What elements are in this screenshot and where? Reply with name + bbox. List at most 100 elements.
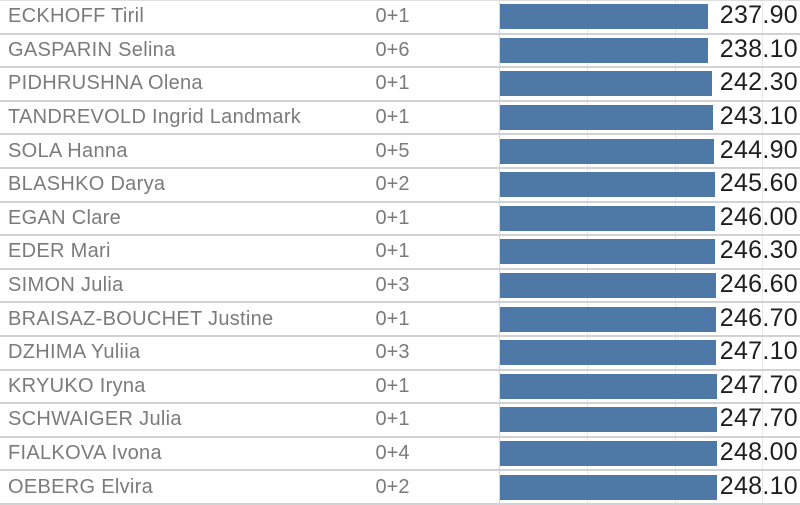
time-bar[interactable] — [500, 105, 713, 131]
time-value-label: 248.10 — [719, 471, 798, 500]
shooting-score: 0+1 — [375, 374, 410, 397]
table-row-2: GASPARIN Selina 0+6 238.10 — [0, 35, 800, 69]
table-row-4: TANDREVOLD Ingrid Landmark 0+1 243.10 — [0, 102, 800, 136]
time-value-label: 247.70 — [719, 370, 798, 399]
athlete-name: FIALKOVA Ivona — [8, 442, 162, 465]
shooting-score: 0+2 — [375, 475, 410, 498]
shooting-score: 0+1 — [375, 408, 410, 431]
bar-cell: 242.30 — [500, 68, 800, 100]
time-value-label: 247.70 — [719, 404, 798, 433]
bar-cell: 246.70 — [500, 303, 800, 335]
athlete-name: SIMON Julia — [8, 274, 124, 297]
table-row-10: BRAISAZ-BOUCHET Justine 0+1 246.70 — [0, 303, 800, 337]
top-row-separator — [0, 0, 800, 1]
time-bar[interactable] — [500, 373, 717, 399]
athlete-name: OEBERG Elvira — [8, 475, 154, 498]
table-row-1: ECKHOFF Tiril 0+1 237.90 — [0, 1, 800, 35]
time-value-label: 243.10 — [719, 102, 798, 131]
table-row-12: KRYUKO Iryna 0+1 247.70 — [0, 371, 800, 405]
shooting-score: 0+3 — [375, 341, 410, 364]
time-value-label: 245.60 — [719, 169, 798, 198]
athlete-name: SCHWAIGER Julia — [8, 408, 182, 431]
bar-cell: 247.10 — [500, 337, 800, 369]
time-value-label: 237.90 — [719, 1, 798, 30]
shooting-score: 0+1 — [375, 206, 410, 229]
time-bar[interactable] — [500, 407, 717, 433]
time-bar[interactable] — [500, 172, 715, 198]
time-bar[interactable] — [500, 273, 716, 299]
column-gap — [445, 68, 500, 100]
time-bar[interactable] — [500, 37, 709, 63]
bar-cell: 243.10 — [500, 102, 800, 134]
time-bar[interactable] — [500, 205, 716, 231]
bar-cell: 237.90 — [500, 1, 800, 33]
column-gap — [445, 169, 500, 201]
athlete-name: PIDHRUSHNA Olena — [8, 72, 203, 95]
column-gap — [445, 337, 500, 369]
bar-cell: 246.60 — [500, 270, 800, 302]
shooting-score: 0+1 — [375, 307, 410, 330]
time-bar[interactable] — [500, 71, 712, 97]
column-gap — [445, 1, 500, 33]
column-gap — [445, 303, 500, 335]
time-value-label: 246.30 — [719, 236, 798, 265]
time-bar[interactable] — [500, 4, 709, 30]
athlete-name: ECKHOFF Tiril — [8, 5, 145, 28]
table-row-7: EGAN Clare 0+1 246.00 — [0, 203, 800, 237]
column-gap — [445, 35, 500, 67]
table-row-15: OEBERG Elvira 0+2 248.10 — [0, 471, 800, 505]
athlete-name: TANDREVOLD Ingrid Landmark — [8, 106, 302, 129]
athlete-name: SOLA Hanna — [8, 139, 128, 162]
time-bar[interactable] — [500, 306, 716, 332]
zero-axis-line — [499, 0, 500, 505]
column-gap — [445, 471, 500, 503]
bar-cell: 244.90 — [500, 135, 800, 167]
shooting-score: 0+1 — [375, 240, 410, 263]
table-row-3: PIDHRUSHNA Olena 0+1 242.30 — [0, 68, 800, 102]
column-gap — [445, 236, 500, 268]
column-gap — [445, 135, 500, 167]
shooting-score: 0+3 — [375, 274, 410, 297]
athlete-name: KRYUKO Iryna — [8, 374, 146, 397]
shooting-score: 0+6 — [375, 38, 410, 61]
shooting-score: 0+1 — [375, 5, 410, 28]
column-gap — [445, 102, 500, 134]
time-bar[interactable] — [500, 239, 716, 265]
table-row-14: FIALKOVA Ivona 0+4 248.00 — [0, 438, 800, 472]
shooting-score: 0+1 — [375, 106, 410, 129]
athlete-name: DZHIMA Yuliia — [8, 341, 141, 364]
time-value-label: 246.70 — [719, 303, 798, 332]
shooting-score: 0+1 — [375, 72, 410, 95]
bar-cell: 245.60 — [500, 169, 800, 201]
time-value-label: 246.00 — [719, 202, 798, 231]
bar-cell: 248.00 — [500, 438, 800, 470]
time-bar[interactable] — [500, 340, 717, 366]
table-row-11: DZHIMA Yuliia 0+3 247.10 — [0, 337, 800, 371]
bar-cell: 248.10 — [500, 471, 800, 503]
athlete-name: EGAN Clare — [8, 206, 122, 229]
time-bar[interactable] — [500, 138, 715, 164]
bar-cell: 247.70 — [500, 371, 800, 403]
time-bar[interactable] — [500, 441, 717, 467]
column-gap — [445, 438, 500, 470]
table-row-8: EDER Mari 0+1 246.30 — [0, 236, 800, 270]
time-value-label: 246.60 — [719, 270, 798, 299]
time-value-label: 242.30 — [719, 68, 798, 97]
time-value-label: 248.00 — [719, 438, 798, 467]
shooting-score: 0+4 — [375, 442, 410, 465]
athlete-name: BRAISAZ-BOUCHET Justine — [8, 307, 274, 330]
time-value-label: 244.90 — [719, 135, 798, 164]
athlete-name: GASPARIN Selina — [8, 38, 176, 61]
shooting-score: 0+2 — [375, 173, 410, 196]
table-row-9: SIMON Julia 0+3 246.60 — [0, 270, 800, 304]
bar-cell: 238.10 — [500, 35, 800, 67]
bar-cell: 246.00 — [500, 203, 800, 235]
time-bar[interactable] — [500, 474, 717, 500]
time-value-label: 247.10 — [719, 337, 798, 366]
bar-cell: 246.30 — [500, 236, 800, 268]
bar-cell: 247.70 — [500, 404, 800, 436]
table-row-6: BLASHKO Darya 0+2 245.60 — [0, 169, 800, 203]
column-gap — [445, 371, 500, 403]
